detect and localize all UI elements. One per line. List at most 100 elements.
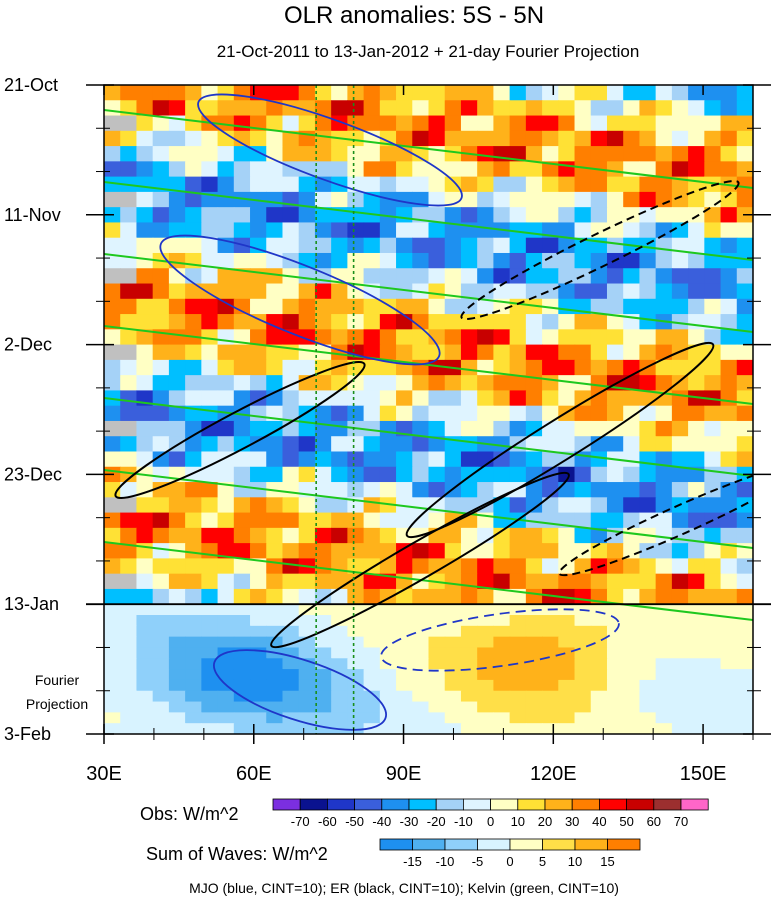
- obs-cell: [655, 405, 673, 422]
- obs-cell: [120, 573, 138, 590]
- obs-cell: [477, 222, 495, 239]
- projection-cell: [152, 701, 170, 713]
- obs-cell: [574, 466, 592, 483]
- projection-cell: [623, 679, 641, 692]
- obs-cell: [525, 359, 543, 376]
- projection-cell: [136, 604, 154, 616]
- obs-cell: [428, 207, 446, 224]
- obs-cell: [104, 573, 121, 590]
- obs-cell: [688, 130, 705, 147]
- obs-cell: [525, 207, 543, 224]
- obs-cell: [168, 512, 186, 529]
- obs-cell: [525, 314, 543, 330]
- obs-cell: [379, 191, 397, 208]
- projection-cell: [201, 712, 219, 724]
- projection-cell: [477, 679, 495, 692]
- obs-cell: [525, 543, 543, 559]
- obs-cell: [120, 146, 138, 162]
- projection-cell: [574, 712, 592, 724]
- projection-cell: [736, 604, 753, 616]
- obs-cell: [671, 115, 689, 132]
- obs-cell: [233, 420, 251, 437]
- obs-cell: [347, 161, 365, 178]
- obs-cell: [233, 176, 251, 193]
- colorbar-swatch: [599, 798, 628, 811]
- projection-cell: [639, 658, 657, 670]
- projection-cell: [428, 625, 446, 638]
- obs-cell: [185, 375, 202, 392]
- projection-cell: [379, 636, 397, 649]
- obs-cell: [525, 451, 543, 468]
- obs-cell: [623, 283, 641, 300]
- obs-cell: [558, 298, 576, 315]
- colorbar-level-label: 5: [539, 854, 546, 869]
- obs-cell: [233, 298, 251, 315]
- obs-cell: [347, 543, 365, 559]
- projection-cell: [185, 723, 202, 734]
- obs-cell: [542, 573, 559, 590]
- obs-cell: [266, 436, 284, 453]
- obs-cell: [266, 375, 284, 392]
- projection-cell: [331, 658, 348, 670]
- obs-cell: [250, 466, 267, 483]
- obs-cell: [136, 237, 154, 254]
- obs-cell: [736, 237, 753, 254]
- obs-cell: [282, 527, 300, 544]
- obs-cell: [460, 100, 478, 117]
- obs-cell: [201, 436, 219, 453]
- obs-cell: [168, 527, 186, 544]
- obs-cell: [704, 130, 722, 147]
- projection-cell: [639, 679, 657, 692]
- projection-cell: [720, 658, 738, 670]
- obs-cell: [152, 222, 170, 239]
- obs-cell: [655, 268, 673, 285]
- er-contour: [558, 463, 753, 577]
- projection-cell: [104, 712, 121, 724]
- obs-cell: [623, 191, 641, 208]
- obs-cell: [185, 482, 202, 498]
- projection-cell: [509, 625, 527, 638]
- obs-cell: [623, 130, 641, 147]
- projection-cell: [104, 701, 121, 713]
- projection-cell: [460, 647, 478, 659]
- obs-cell: [623, 359, 641, 376]
- obs-cell: [379, 359, 397, 376]
- obs-cell: [201, 314, 219, 330]
- obs-cell: [671, 543, 689, 559]
- obs-cell: [168, 237, 186, 254]
- obs-cell: [736, 283, 753, 300]
- obs-cell: [266, 237, 284, 254]
- obs-cell: [558, 146, 576, 162]
- obs-cell: [477, 329, 495, 346]
- obs-cell: [233, 222, 251, 239]
- obs-cell: [168, 298, 186, 315]
- projection-cell: [168, 701, 186, 713]
- obs-cell: [639, 558, 657, 575]
- obs-cell: [136, 161, 154, 178]
- projection-cell: [606, 647, 624, 659]
- obs-cell: [428, 390, 446, 407]
- obs-cell: [493, 329, 511, 346]
- projection-cell: [688, 723, 705, 734]
- obs-cell: [525, 130, 543, 147]
- projection-cell: [509, 701, 527, 713]
- obs-cell: [233, 482, 251, 498]
- projection-cell: [606, 679, 624, 692]
- obs-cell: [266, 130, 284, 147]
- obs-cell: [574, 314, 592, 330]
- obs-cell: [168, 207, 186, 224]
- obs-cell: [104, 405, 121, 422]
- obs-cell: [688, 207, 705, 224]
- projection-cell: [542, 712, 559, 724]
- obs-cell: [671, 482, 689, 498]
- obs-cell: [477, 207, 495, 224]
- obs-cell: [720, 588, 738, 605]
- colorbar-swatch: [444, 838, 478, 851]
- obs-cell: [201, 85, 219, 101]
- obs-cell: [185, 436, 202, 453]
- obs-cell: [493, 451, 511, 468]
- obs-cell: [331, 298, 348, 315]
- obs-cell: [590, 405, 608, 422]
- projection-cell: [168, 679, 186, 692]
- obs-cell: [493, 420, 511, 437]
